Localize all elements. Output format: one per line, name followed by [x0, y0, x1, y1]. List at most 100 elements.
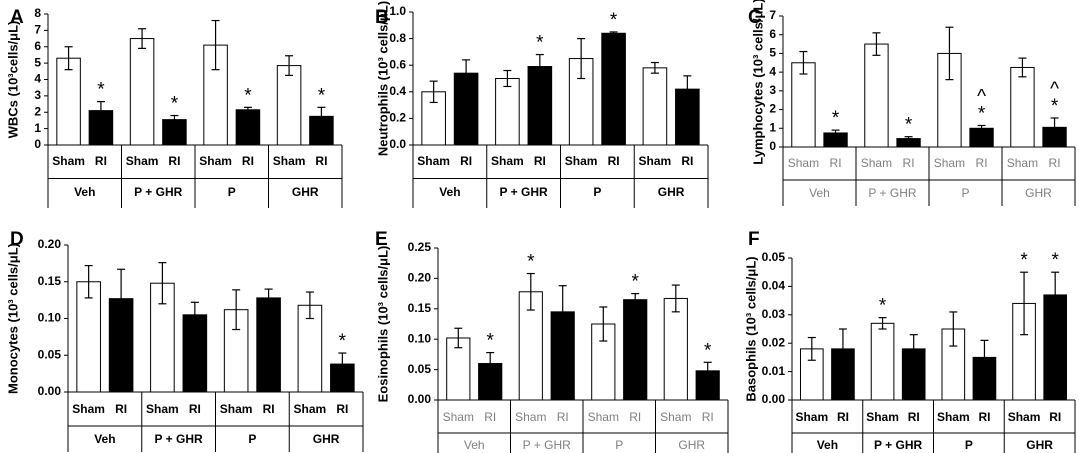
group-label: P + GHR: [155, 432, 203, 446]
bar-sham: [276, 65, 302, 146]
category-label-sham: Sham: [866, 410, 899, 424]
category-label-ri: RI: [702, 410, 714, 424]
category-label-ri: RI: [629, 410, 641, 424]
significance-mark: *: [610, 10, 618, 31]
category-label-sham: Sham: [443, 410, 474, 424]
y-tick-label: 0.10: [38, 311, 62, 325]
y-tick-label: 0: [769, 139, 776, 153]
category-label-sham: Sham: [588, 410, 619, 424]
bar-ri: [235, 109, 261, 146]
bar-sham: [870, 322, 895, 401]
group-label: P: [248, 432, 256, 446]
category-label-ri: RI: [830, 156, 842, 170]
y-tick-label: 0.00: [38, 384, 62, 398]
category-label-ri: RI: [976, 156, 988, 170]
category-label-ri: RI: [315, 154, 327, 168]
y-tick-label: 2: [769, 102, 776, 116]
y-tick-label: 0.15: [408, 301, 432, 315]
group-label: P + GHR: [523, 438, 571, 452]
category-label-sham: Sham: [565, 154, 598, 168]
significance-mark: ^: [977, 86, 986, 107]
group-label: GHR: [1026, 438, 1053, 452]
y-tick-label: 0.00: [762, 392, 786, 406]
category-label-ri: RI: [460, 154, 472, 168]
bar-sham: [56, 57, 81, 146]
category-label-ri: RI: [115, 402, 127, 416]
y-tick-label: 4: [34, 72, 41, 86]
y-tick-label: 0.0: [389, 137, 406, 151]
category-label-sham: Sham: [417, 154, 450, 168]
y-tick-label: 0.05: [408, 362, 432, 376]
y-tick-label: 5: [34, 55, 41, 69]
category-label-ri: RI: [534, 154, 546, 168]
significance-mark: *: [486, 331, 494, 352]
group-label: P + GHR: [874, 438, 922, 452]
significance-mark: *: [536, 33, 544, 54]
panel-label: B: [375, 7, 389, 28]
bar-sham: [129, 38, 155, 146]
y-tick-label: 0.8: [389, 31, 406, 45]
group-label: P: [615, 438, 623, 452]
y-tick-label: 6: [769, 27, 776, 41]
category-label-sham: Sham: [639, 154, 672, 168]
y-axis-label: Monocytes (10³ cells/μL): [5, 243, 20, 394]
group-label: Veh: [74, 185, 95, 199]
category-label-sham: Sham: [126, 154, 159, 168]
significance-mark: *: [1051, 250, 1059, 271]
significance-mark: *: [704, 340, 712, 361]
category-label-sham: Sham: [937, 410, 970, 424]
y-tick-label: 0: [34, 137, 41, 151]
panel-label: E: [375, 229, 388, 250]
category-label-sham: Sham: [934, 156, 965, 170]
category-label-sham: Sham: [220, 402, 253, 416]
category-label-ri: RI: [95, 154, 107, 168]
y-tick-label: 0.4: [389, 84, 406, 98]
category-label-sham: Sham: [660, 410, 691, 424]
y-axis-label: Basophils (10³ cells/μL): [743, 256, 758, 401]
significance-mark: *: [1020, 250, 1028, 271]
y-tick-label: 3: [769, 83, 776, 97]
y-tick-label: 0.20: [38, 237, 62, 251]
significance-mark: ^: [1050, 79, 1059, 100]
group-label: P: [965, 438, 973, 452]
category-label-ri: RI: [903, 156, 915, 170]
panel-label: F: [748, 229, 760, 250]
category-label-sham: Sham: [1007, 156, 1038, 170]
y-tick-label: 0.02: [762, 335, 786, 349]
y-tick-label: 1: [769, 120, 776, 134]
bar-sham: [1010, 66, 1035, 148]
significance-mark: *: [318, 85, 326, 106]
group-label: P + GHR: [868, 186, 916, 200]
y-tick-label: 0.00: [408, 392, 432, 406]
significance-mark: *: [339, 331, 347, 352]
category-label-sham: Sham: [1008, 410, 1041, 424]
category-label-sham: Sham: [491, 154, 524, 168]
bar-ri: [601, 32, 626, 146]
significance-mark: *: [832, 108, 840, 129]
y-tick-label: 0.05: [762, 250, 786, 264]
group-label: P + GHR: [500, 185, 548, 199]
y-axis-label: Eosinophils (10³ cells/μL): [375, 246, 390, 403]
y-tick-label: 0.20: [408, 271, 432, 285]
category-label-ri: RI: [908, 410, 920, 424]
significance-mark: *: [1051, 96, 1059, 117]
significance-mark: *: [978, 103, 986, 124]
group-label: GHR: [313, 432, 340, 446]
significance-mark: *: [631, 272, 639, 293]
group-label: P + GHR: [134, 185, 182, 199]
category-label-sham: Sham: [515, 410, 546, 424]
y-tick-label: 0.25: [408, 240, 432, 254]
category-label-sham: Sham: [273, 154, 306, 168]
category-label-sham: Sham: [146, 402, 179, 416]
panel-label: A: [10, 7, 24, 28]
category-label-ri: RI: [1049, 156, 1061, 170]
y-axis-label: WBCs (10³cells/μL): [5, 21, 20, 139]
category-label-sham: Sham: [861, 156, 892, 170]
category-label-sham: Sham: [294, 402, 327, 416]
y-tick-label: 0.6: [389, 57, 406, 71]
